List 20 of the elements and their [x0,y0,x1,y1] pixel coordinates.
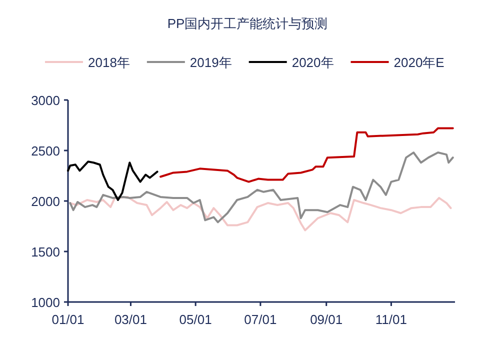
line-series [69,196,452,232]
legend-label: 2019年 [190,55,232,70]
x-tick-label: 05/01 [179,312,212,327]
x-tick-label: 11/01 [375,312,407,327]
y-tick-label: 3000 [31,93,60,108]
x-tick-label: 09/01 [310,312,343,327]
y-tick-label: 2000 [31,194,60,209]
chart-title: PP国内开工产能统计与预测 [167,16,328,31]
y-tick-label: 1000 [31,295,60,310]
y-tick-label: 2500 [31,144,60,158]
x-tick-label: 03/01 [114,312,147,327]
y-tick-label: 1500 [31,244,60,260]
legend-label: 2020年 [292,55,334,70]
legend-label: 2020年E [394,55,445,70]
line-series [69,152,454,224]
line-series [160,127,454,183]
x-tick-label: 01/01 [52,312,84,327]
legend-label: 2018年 [88,55,130,70]
x-tick-label: 07/01 [244,312,277,327]
line-series [67,160,158,201]
